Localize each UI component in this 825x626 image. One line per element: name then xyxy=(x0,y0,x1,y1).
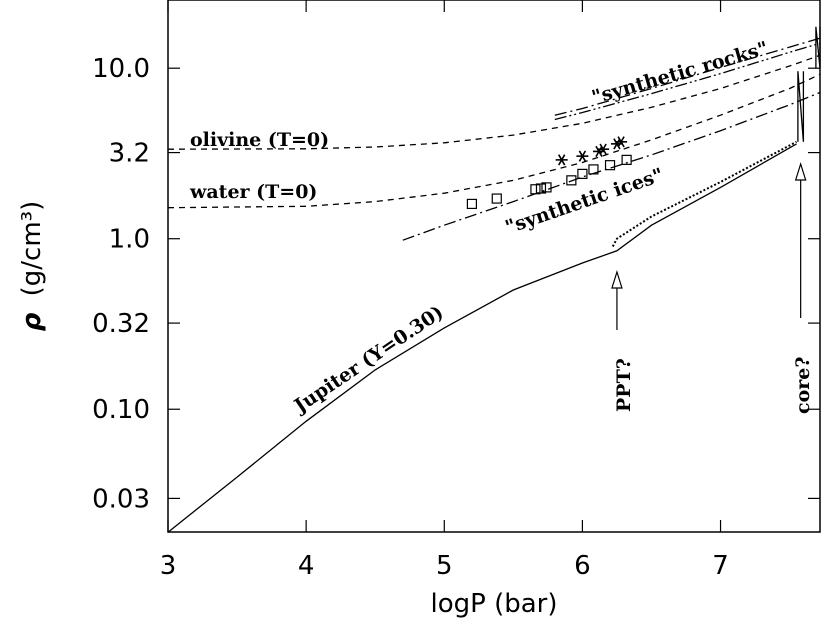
tick-layer: 3 4 5 6 7 0.03 0.10 0.32 1.0 3.2 10.0 xyxy=(92,0,820,581)
x-tick-label: 5 xyxy=(436,551,453,581)
synthetic-ices-label: "synthetic ices" xyxy=(502,164,666,239)
x-tick-label: 4 xyxy=(298,551,315,581)
series-jupiter xyxy=(167,143,797,533)
series-synthetic-rocks xyxy=(554,37,821,116)
y-tick-label: 0.10 xyxy=(92,395,150,425)
series-outer-jump xyxy=(815,26,821,69)
square-marker xyxy=(566,175,577,186)
y-axis-symbol: ρ xyxy=(17,312,47,331)
star-marker xyxy=(555,154,568,166)
series-olivine xyxy=(167,54,821,150)
series-core-jump xyxy=(797,71,805,142)
synthetic-rocks-label: "synthetic rocks" xyxy=(589,37,770,108)
plot-frame xyxy=(167,0,821,533)
square-marker xyxy=(530,184,541,195)
star-marker xyxy=(610,138,623,150)
y-tick-label: 10.0 xyxy=(92,54,150,84)
square-marker xyxy=(535,183,547,194)
x-tick-label: 3 xyxy=(160,551,177,581)
square-marker xyxy=(541,182,552,193)
water-label: water (T=0) xyxy=(189,181,317,203)
y-tick-label: 0.32 xyxy=(92,309,150,339)
x-tick-label: 6 xyxy=(574,551,591,581)
star-marker xyxy=(615,136,628,148)
square-marker xyxy=(491,193,502,204)
square-marker xyxy=(588,164,599,175)
series-jupiter-ppt-branch xyxy=(611,140,797,247)
core-label: core? xyxy=(792,357,814,414)
star-marker xyxy=(597,143,610,155)
core-arrow xyxy=(794,161,807,318)
y-axis-title: ρ (g/cm³) xyxy=(17,201,47,332)
series-layer xyxy=(167,26,821,533)
y-tick-label: 0.03 xyxy=(92,484,150,514)
marker-layer xyxy=(466,136,632,210)
square-marker xyxy=(604,160,616,171)
x-axis-title: logP (bar) xyxy=(431,589,558,619)
y-axis-unit: (g/cm³) xyxy=(17,201,47,297)
x-tick-label: 7 xyxy=(712,551,729,581)
square-marker xyxy=(466,198,477,210)
ppt-arrow xyxy=(611,269,623,330)
y-tick-label: 3.2 xyxy=(109,139,150,169)
jupiter-label: Jupiter (Y=0.30) xyxy=(289,301,448,418)
ppt-label: PPT? xyxy=(613,358,635,412)
square-marker xyxy=(577,168,588,179)
svg-text:ρ (g/cm³): ρ (g/cm³) xyxy=(17,201,47,332)
olivine-label: olivine (T=0) xyxy=(190,129,329,151)
arrow-layer xyxy=(611,161,807,330)
series-synthetic-ices xyxy=(402,91,821,241)
star-marker xyxy=(592,145,605,158)
y-tick-label: 1.0 xyxy=(109,225,150,255)
square-marker xyxy=(621,154,632,165)
series-synthetic-rocks-2 xyxy=(554,42,821,121)
star-marker xyxy=(576,150,589,162)
